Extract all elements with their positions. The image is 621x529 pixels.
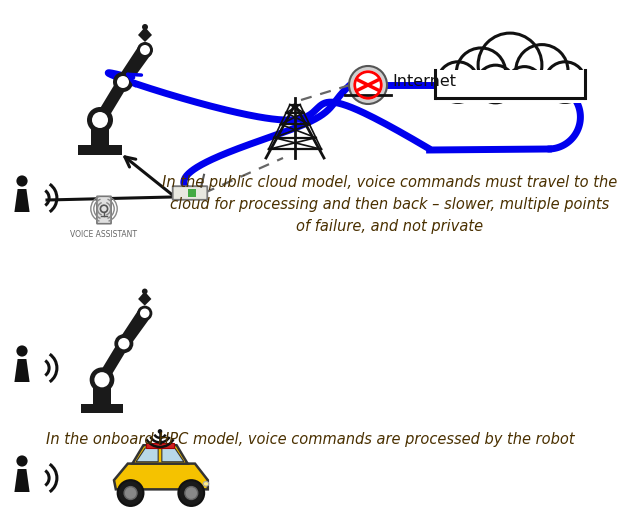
Circle shape xyxy=(438,62,478,103)
Text: Internet: Internet xyxy=(392,74,456,88)
Polygon shape xyxy=(14,359,30,382)
Circle shape xyxy=(92,112,108,128)
Text: VOICE ASSISTANT: VOICE ASSISTANT xyxy=(71,230,137,239)
Circle shape xyxy=(545,62,586,103)
Circle shape xyxy=(349,66,387,104)
Circle shape xyxy=(507,67,542,102)
Circle shape xyxy=(113,72,133,92)
Circle shape xyxy=(16,176,27,187)
Bar xyxy=(93,380,111,405)
Ellipse shape xyxy=(203,481,209,486)
Circle shape xyxy=(118,480,143,506)
Circle shape xyxy=(478,33,542,97)
Circle shape xyxy=(16,455,27,467)
Circle shape xyxy=(516,44,568,97)
Circle shape xyxy=(353,70,383,100)
Bar xyxy=(78,145,122,155)
Polygon shape xyxy=(14,469,30,492)
Circle shape xyxy=(118,338,130,349)
Circle shape xyxy=(16,345,27,357)
Circle shape xyxy=(89,368,114,392)
Bar xyxy=(435,70,586,103)
Circle shape xyxy=(117,76,129,88)
Circle shape xyxy=(94,372,109,387)
Bar xyxy=(188,189,196,197)
Polygon shape xyxy=(96,344,130,380)
Circle shape xyxy=(142,24,148,30)
Polygon shape xyxy=(138,291,152,306)
Polygon shape xyxy=(138,27,152,42)
Circle shape xyxy=(114,334,134,353)
Text: In the onboard HPC model, voice commands are processed by the robot: In the onboard HPC model, voice commands… xyxy=(46,432,574,447)
Polygon shape xyxy=(162,448,184,462)
Circle shape xyxy=(456,48,505,97)
FancyBboxPatch shape xyxy=(173,186,207,200)
Circle shape xyxy=(87,107,113,133)
Circle shape xyxy=(140,45,150,55)
Polygon shape xyxy=(93,82,130,120)
Polygon shape xyxy=(114,463,208,489)
Circle shape xyxy=(124,487,137,499)
Polygon shape xyxy=(136,448,158,462)
Text: In the public cloud model, voice commands must travel to the
cloud for processin: In the public cloud model, voice command… xyxy=(162,175,618,234)
Polygon shape xyxy=(115,47,152,82)
Circle shape xyxy=(140,308,150,318)
Circle shape xyxy=(137,306,152,321)
Circle shape xyxy=(477,65,514,103)
Circle shape xyxy=(142,288,148,294)
FancyBboxPatch shape xyxy=(97,196,111,224)
Polygon shape xyxy=(14,189,30,212)
Circle shape xyxy=(158,429,162,434)
Circle shape xyxy=(185,487,197,499)
Bar xyxy=(81,404,123,413)
Bar xyxy=(91,120,109,146)
Bar xyxy=(146,443,174,448)
Circle shape xyxy=(137,42,153,58)
Polygon shape xyxy=(116,311,152,344)
Circle shape xyxy=(178,480,204,506)
Polygon shape xyxy=(132,445,188,463)
